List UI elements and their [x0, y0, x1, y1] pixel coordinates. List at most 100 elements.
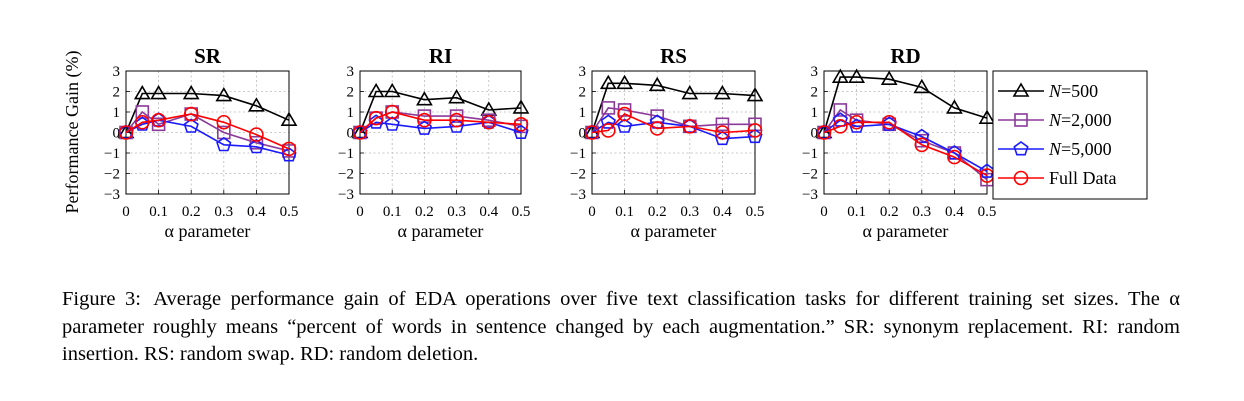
chart-panel-rs: RS −3 −2 −1 0 1 2 3 0 0.1 0.2 0.3 0.4 0.5 α parameter	[570, 44, 764, 241]
data-point-pentagon	[946, 145, 963, 160]
data-point-triangle	[681, 84, 699, 100]
data-point-circle	[417, 112, 432, 128]
x-tick-label: 0.2	[415, 204, 434, 220]
data-point-triangle	[448, 89, 465, 104]
y-tick-label: 3	[113, 64, 121, 80]
y-tick-label: 1	[347, 105, 355, 121]
y-axis-label: Performance Gain (%)	[62, 51, 83, 214]
data-point-circle	[584, 125, 600, 140]
y-tick-label: 0	[113, 126, 121, 142]
data-point-triangle	[616, 74, 633, 90]
x-tick-label: 0.3	[680, 204, 699, 220]
data-point-circle	[914, 137, 930, 153]
data-point-circle	[151, 112, 166, 128]
data-point-triangle	[133, 84, 151, 100]
data-point-triangle	[150, 84, 167, 100]
legend-marker-pentagon	[1013, 141, 1029, 156]
chart-panel-ri: RI −3 −2 −1 0 1 2 3 0 0.1 0.2 0.3 0.4 0.5 α parameter	[338, 44, 530, 241]
x-tick-label: 0.3	[447, 204, 466, 220]
legend-label: N=2,000	[1048, 110, 1112, 130]
data-point-triangle	[215, 87, 233, 102]
data-point-square	[601, 101, 616, 115]
data-point-triangle	[880, 70, 898, 85]
series-line-full-data	[125, 113, 290, 150]
y-tick-label: −3	[104, 187, 120, 203]
y-tick-label: −2	[104, 167, 120, 183]
x-tick-label: 0.5	[978, 204, 997, 220]
series-line-n-5-000	[359, 121, 522, 134]
series-line-n-500	[591, 82, 756, 133]
y-tick-label: 2	[579, 85, 587, 101]
data-point-circle	[600, 123, 616, 138]
figure: Performance Gain (%) SR −3 −2 −1 0 1 2 3 0 0.1 0.2 0…	[62, 44, 1148, 241]
x-tick-label: 0	[820, 204, 828, 220]
x-tick-label: 0	[122, 204, 130, 220]
data-point-triangle	[913, 78, 931, 94]
data-point-circle	[183, 106, 199, 122]
y-tick-label: −2	[802, 167, 818, 183]
series-line-full-data	[359, 111, 522, 134]
data-point-triangle	[848, 68, 865, 83]
y-tick-label: −3	[570, 187, 586, 203]
data-point-circle	[216, 114, 232, 130]
series-line-full-data	[591, 113, 756, 134]
data-point-triangle	[512, 99, 530, 114]
series-line-n-5-000	[823, 119, 988, 173]
y-tick-label: 0	[347, 126, 355, 142]
x-tick-label: 0.4	[479, 204, 498, 220]
data-point-pentagon	[248, 138, 265, 154]
data-point-pentagon	[513, 124, 529, 139]
data-point-pentagon	[183, 118, 199, 133]
data-point-circle	[368, 110, 384, 126]
data-point-pentagon	[384, 116, 400, 131]
data-point-triangle	[367, 82, 385, 98]
x-tick-label: 0.3	[214, 204, 233, 220]
x-tick-label: 0.4	[247, 204, 266, 220]
y-tick-label: 2	[347, 85, 355, 101]
x-tick-label: 0.1	[615, 204, 634, 220]
y-tick-label: −3	[338, 187, 354, 203]
data-point-triangle	[416, 91, 433, 106]
chart-title: RI	[429, 44, 452, 68]
x-tick-label: 0.5	[746, 204, 765, 220]
legend: N=500 N=2,000 N=5,000 Full Data	[992, 70, 1148, 200]
data-point-circle	[281, 141, 297, 157]
data-point-triangle	[746, 87, 764, 102]
data-point-circle	[249, 127, 264, 142]
y-tick-label: −1	[338, 146, 354, 162]
caption-text: Average performance gain of EDA operatio…	[62, 288, 1180, 365]
x-axis-label: α parameter	[863, 221, 949, 241]
x-tick-label: 0.5	[280, 204, 299, 220]
data-point-pentagon	[368, 114, 384, 129]
data-point-pentagon	[616, 118, 633, 133]
x-tick-label: 0.4	[713, 204, 732, 220]
data-point-circle	[384, 104, 400, 120]
y-tick-label: 3	[347, 64, 355, 80]
chart-panel-rd: RD −3 −2 −1 0 1 2 3 0 0.1 0.2 0.3 0.4 0.5 α parameter	[802, 44, 996, 241]
data-point-triangle	[383, 82, 401, 98]
x-tick-label: 0.2	[648, 204, 667, 220]
y-tick-label: −2	[570, 167, 586, 183]
legend-label: N=500	[1048, 81, 1098, 101]
data-point-circle	[513, 117, 529, 132]
series-line-n-5-000	[125, 119, 290, 156]
data-point-circle	[352, 125, 368, 140]
data-point-circle	[617, 106, 632, 122]
chart-title: RS	[660, 44, 687, 68]
y-tick-label: −1	[802, 146, 818, 162]
data-point-square	[833, 103, 848, 117]
y-tick-label: −1	[104, 146, 120, 162]
data-point-circle	[649, 121, 665, 136]
series-line-n-2-000	[591, 107, 755, 133]
series-line-n-500	[823, 76, 988, 133]
data-point-square	[715, 117, 730, 132]
y-tick-label: 1	[579, 105, 587, 121]
x-tick-label: 0.1	[383, 204, 402, 220]
legend-marker-square	[1014, 113, 1028, 127]
data-point-triangle	[714, 84, 731, 100]
data-point-triangle	[978, 109, 996, 124]
legend-label: N=5,000	[1048, 139, 1112, 159]
x-axis-label: α parameter	[398, 221, 484, 241]
chart-panel-sr: SR −3 −2 −1 0 1 2 3 0 0.1 0.2 0.3 0.4 0.5 α parameter	[104, 44, 298, 241]
x-tick-label: 0.2	[182, 204, 201, 220]
